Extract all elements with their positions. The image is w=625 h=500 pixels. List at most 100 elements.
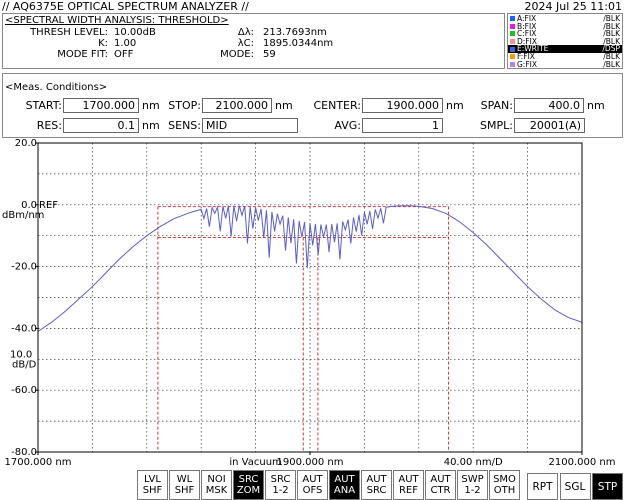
analysis-label: MODE: [220, 49, 254, 60]
trace-status: /DSP [602, 44, 620, 54]
soft-key-label: OFS [302, 485, 323, 496]
condition-unit: nm [142, 99, 160, 112]
condition-label: AVG: [334, 119, 361, 132]
soft-key[interactable]: LVL SHF [137, 470, 168, 500]
condition-field[interactable]: 0.1 [63, 118, 139, 133]
trace-status: /BLK [603, 59, 620, 69]
y-tick-label: 0.0 [21, 200, 37, 211]
condition-field[interactable]: 1900.000 [362, 98, 443, 113]
trace-status: /BLK [603, 14, 620, 23]
soft-key-label: ZOM [236, 485, 261, 496]
y-tick-label: 20.0 [15, 138, 37, 149]
trace-name: B:FIX [517, 21, 537, 31]
condition-field[interactable]: MID [202, 118, 298, 133]
trace-status: /BLK [603, 36, 620, 46]
soft-key[interactable]: WL SHF [169, 470, 200, 500]
condition-label: CENTER: [313, 99, 361, 112]
trace-swatch [510, 39, 515, 45]
soft-key[interactable]: NOI MSK [201, 470, 232, 500]
soft-key-label: NOI [207, 474, 226, 485]
condition-unit: nm [275, 99, 293, 112]
y-unit: dBm/nm [2, 210, 44, 221]
soft-key-label: ANA [333, 485, 356, 496]
trace-row[interactable]: G:FIX/BLK [508, 59, 622, 69]
trace-swatch [510, 31, 515, 37]
sweep-key[interactable]: STP [592, 473, 623, 500]
soft-key[interactable]: AUT REF [393, 470, 424, 500]
soft-key-label: 1-2 [464, 485, 481, 496]
soft-key[interactable]: AUT ANA [329, 470, 360, 500]
analysis-label: MODE FIT: [57, 49, 108, 60]
soft-key[interactable]: AUT SRC [361, 470, 392, 500]
sweep-key[interactable]: SGL [559, 473, 591, 500]
condition-unit: nm [142, 119, 160, 132]
sweep-key-label: STP [597, 481, 618, 493]
trace-row[interactable]: B:FIX/BLK [508, 21, 622, 31]
y-scale: 10.0 [10, 349, 32, 360]
analysis-value: OFF [114, 49, 134, 60]
soft-key-label: LVL [144, 474, 161, 485]
sweep-key[interactable]: RPT [527, 473, 558, 500]
trace-name: E:WRITE [517, 44, 549, 54]
trace-status: /BLK [603, 29, 620, 39]
ref-label: REF [39, 200, 58, 211]
soft-key-label: REF [398, 485, 419, 496]
condition-field[interactable]: 1 [362, 118, 443, 133]
app-title: // AQ6375E OPTICAL SPECTRUM ANALYZER // [2, 0, 249, 13]
trace-swatch [510, 54, 515, 60]
analysis-label: THRESH LEVEL: [30, 27, 108, 38]
condition-field[interactable]: 1700.000 [63, 98, 139, 113]
condition-unit: nm [587, 99, 605, 112]
sweep-key-label: SGL [564, 481, 586, 493]
trace-name: G:FIX [517, 59, 538, 69]
x-scale: 40.00 nm/D [444, 457, 503, 468]
soft-key-label: MSK [205, 485, 228, 496]
trace-name: F:FIX [517, 52, 535, 61]
conditions-panel: <Meas. Conditions> START: 1700.000 nm STOP:… [2, 73, 623, 138]
trace-swatch [510, 46, 515, 52]
trace-row[interactable]: F:FIX/BLK [508, 52, 622, 61]
soft-key-label: AUT [334, 474, 355, 485]
soft-key[interactable]: SWP 1-2 [457, 470, 488, 500]
soft-key[interactable]: SRC 1-2 [265, 470, 296, 500]
condition-field[interactable]: 400.0 [514, 98, 584, 113]
soft-key-label: AUT [302, 474, 323, 485]
condition-label: RES: [36, 119, 62, 132]
analysis-label: λC: [237, 38, 254, 49]
y-scale-unit: dB/D [12, 359, 37, 370]
condition-field[interactable]: 20001(A) [514, 118, 585, 133]
x-tick-label: 2100.000 nm [549, 457, 616, 468]
trace-row[interactable]: A:FIX/BLK [508, 14, 622, 23]
condition-field[interactable]: 2100.000 [202, 98, 272, 113]
condition-unit: nm [446, 99, 464, 112]
soft-key-label: AUT [366, 474, 387, 485]
trace-swatch [510, 23, 515, 29]
condition-label: START: [25, 99, 62, 112]
soft-key[interactable]: AUT CTR [425, 470, 456, 500]
condition-label: STOP: [168, 99, 201, 112]
trace-status: /BLK [603, 21, 620, 31]
analysis-panel: <SPECTRAL WIDTH ANALYSIS: THRESHOLD> THR… [2, 13, 505, 69]
soft-key[interactable]: AUT OFS [297, 470, 328, 500]
soft-key-label: SHF [142, 485, 163, 496]
condition-label: SENS: [168, 119, 201, 132]
soft-key-label: WL [176, 474, 193, 485]
conditions-title: <Meas. Conditions> [5, 82, 108, 93]
spectrum-line [37, 204, 583, 332]
analysis-value: 1895.0344nm [263, 38, 334, 49]
trace-row[interactable]: E:WRITE/DSP [508, 44, 622, 54]
soft-key-label: SMO [493, 474, 516, 485]
soft-key[interactable]: SRC ZOM [233, 470, 264, 500]
trace-row[interactable]: D:FIX/BLK [508, 36, 622, 46]
soft-key[interactable]: SMO OTH [489, 470, 520, 500]
analysis-title: <SPECTRAL WIDTH ANALYSIS: THRESHOLD> [5, 15, 229, 26]
analysis-label: K: [98, 38, 108, 49]
analysis-label: Δλ: [237, 27, 254, 38]
trace-status: /BLK [603, 52, 620, 61]
trace-row[interactable]: C:FIX/BLK [508, 29, 622, 39]
y-tick-label: -20.0 [11, 262, 37, 273]
analysis-value: 213.7693nm [263, 27, 327, 38]
x-tick-label: 1700.000 nm [5, 457, 72, 468]
